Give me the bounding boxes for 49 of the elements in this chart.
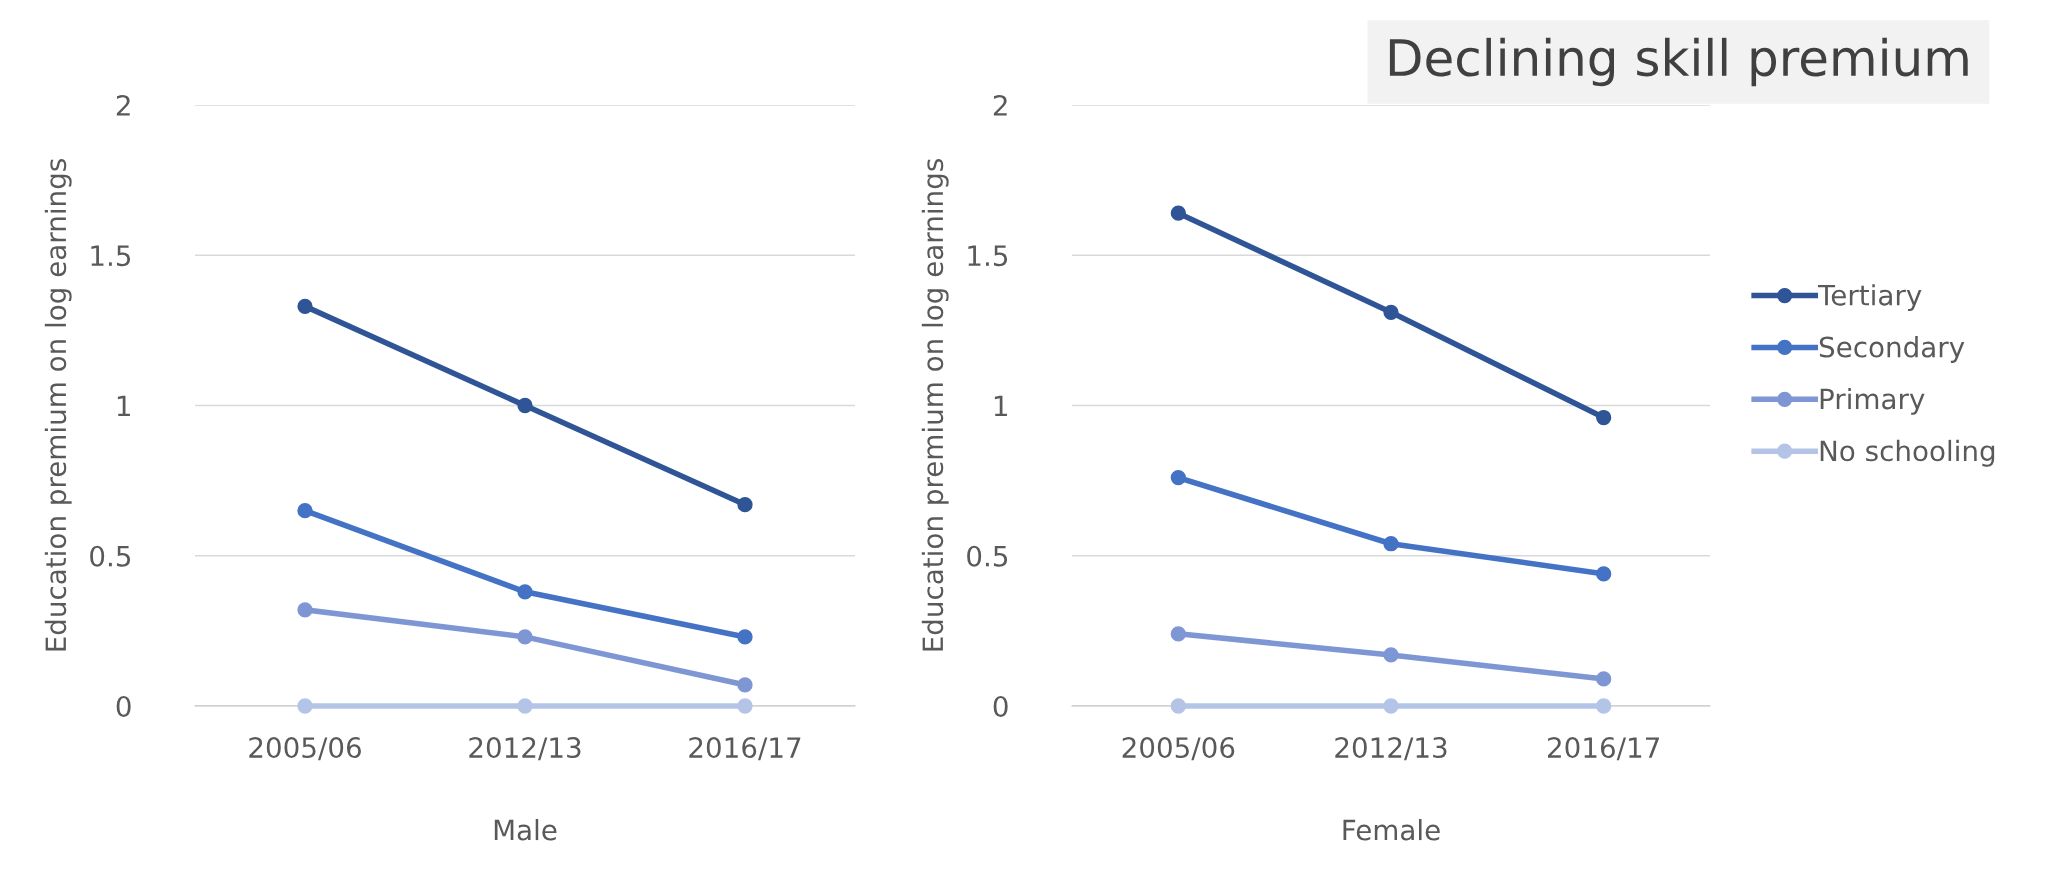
x-axis-title: Male [494, 818, 557, 841]
point [1170, 626, 1186, 642]
point [517, 698, 533, 714]
legend-label: Primary [1820, 387, 1925, 415]
y-tick-label: 0.5 [90, 545, 131, 567]
point [297, 698, 313, 714]
point [1170, 698, 1186, 714]
point [1383, 536, 1399, 552]
x-tick-label: 2016/17 [1548, 737, 1659, 761]
y-axis-title: Education premium on log earnings [44, 159, 72, 651]
point [1383, 647, 1399, 663]
point [297, 602, 313, 618]
y-tick-label: 2 [116, 94, 130, 116]
point [1596, 698, 1612, 714]
x-tick-label: 2012/13 [1335, 737, 1447, 761]
y-tick-label: 1.5 [968, 245, 1008, 267]
point [517, 397, 533, 414]
point [737, 497, 753, 513]
point [737, 677, 753, 693]
point [737, 629, 753, 645]
y-tick-label: 1 [117, 395, 130, 417]
y-tick-label: 0.5 [967, 545, 1008, 567]
y-tick-label: 2 [993, 94, 1007, 116]
point [1170, 469, 1186, 486]
point [737, 698, 753, 714]
x-tick-label: 2012/13 [469, 737, 581, 761]
point [1383, 304, 1399, 320]
x-axis-title: Female [1343, 818, 1440, 841]
y-tick-label: 0 [116, 695, 131, 717]
point [517, 584, 533, 600]
point [517, 629, 533, 645]
legend-label: No schooling [1820, 439, 1995, 467]
legend-label: Secondary [1819, 336, 1965, 363]
point [1596, 409, 1612, 426]
point [1170, 205, 1186, 221]
x-tick-label: 2016/17 [689, 737, 801, 761]
point [297, 298, 313, 314]
chart-title: Declining skill premium [1389, 37, 1968, 87]
legend-label: Tertiary [1817, 284, 1922, 312]
y-tick-label: 1.5 [91, 245, 131, 267]
point [297, 503, 313, 519]
x-tick-label: 2005/06 [1122, 737, 1235, 761]
point [1383, 698, 1399, 714]
y-tick-label: 0 [993, 695, 1008, 717]
y-axis-title: Education premium on log earnings [921, 159, 949, 651]
point [1596, 566, 1612, 582]
point [1596, 671, 1612, 687]
x-tick-label: 2005/06 [249, 737, 361, 761]
y-tick-label: 1 [994, 395, 1007, 417]
